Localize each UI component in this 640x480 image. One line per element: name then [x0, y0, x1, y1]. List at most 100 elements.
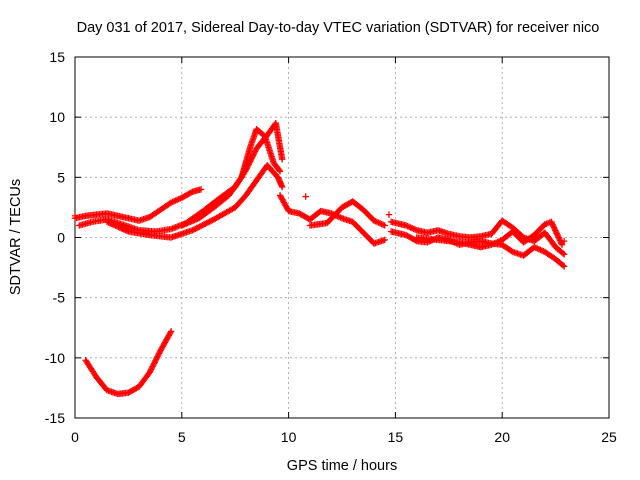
data-point: [250, 151, 257, 158]
data-point: [276, 168, 284, 175]
data-point: [559, 262, 567, 269]
series-track-4: [178, 126, 284, 229]
series-track-9: [413, 218, 566, 251]
data-point: [551, 225, 558, 233]
chart-title: Day 031 of 2017, Sidereal Day-to-day VTE…: [77, 20, 600, 36]
grid-lines: [75, 57, 609, 418]
y-tick-label: -10: [45, 350, 65, 366]
data-point: [167, 328, 175, 335]
data-point: [385, 211, 393, 218]
data-point: [558, 241, 566, 248]
data-point: [553, 230, 560, 237]
x-tick-label: 25: [601, 429, 617, 445]
data-point: [193, 224, 200, 232]
data-point: [153, 354, 161, 362]
data-point: [251, 148, 259, 155]
data-point: [381, 222, 388, 229]
y-tick-label: -15: [45, 410, 65, 426]
series-track-3: [103, 162, 286, 241]
data-point: [199, 222, 206, 229]
data-point: [555, 234, 562, 241]
data-point: [556, 235, 563, 243]
data-point: [552, 227, 559, 234]
data-point: [207, 217, 215, 225]
data-point: [206, 218, 213, 225]
y-axis-label: SDTVAR / TECUs: [8, 179, 24, 295]
y-tick-label: 5: [57, 169, 65, 185]
data-point: [381, 236, 388, 244]
data-point: [560, 251, 568, 258]
data-point: [560, 263, 568, 270]
data-point: [155, 350, 163, 357]
series-track-6: [306, 198, 388, 229]
series-track-1: [71, 186, 205, 224]
data-point: [189, 227, 196, 234]
data-point: [557, 238, 564, 246]
data-point: [550, 224, 558, 231]
data-point: [548, 218, 555, 226]
data-point: [278, 156, 286, 163]
data-point: [552, 228, 560, 236]
data-point: [202, 220, 209, 227]
data-point: [197, 186, 205, 193]
data-point: [556, 237, 564, 244]
x-tick-label: 20: [494, 429, 510, 445]
data-point: [147, 366, 155, 373]
data-point: [156, 348, 163, 356]
data-point: [200, 221, 208, 228]
data-point: [152, 356, 160, 363]
x-tick-label: 0: [71, 429, 79, 445]
series-outliers: [71, 193, 568, 245]
data-point: [550, 222, 557, 230]
data-point: [147, 367, 154, 375]
data-point: [549, 221, 556, 228]
x-tick-label: 10: [281, 429, 297, 445]
y-tick-label: 0: [57, 230, 65, 246]
data-point: [151, 358, 158, 366]
y-tick-label: 10: [49, 109, 65, 125]
x-axis-label: GPS time / hours: [287, 458, 397, 474]
series-track-10: [82, 328, 175, 398]
data-point: [155, 351, 162, 359]
data-point: [237, 175, 244, 182]
data-point: [302, 193, 309, 200]
data-point: [152, 357, 159, 364]
data-point: [247, 156, 255, 164]
data-point: [154, 353, 161, 360]
data-point: [248, 155, 255, 162]
data-point: [167, 329, 174, 336]
data-point: [148, 364, 156, 372]
data-point: [554, 231, 561, 238]
data-point: [508, 247, 515, 255]
y-tick-label: 15: [49, 49, 65, 65]
data-point: [275, 166, 283, 174]
data-point: [251, 149, 258, 156]
data-point: [559, 250, 567, 257]
data-point: [560, 237, 568, 245]
data-point: [554, 232, 562, 240]
data-point: [278, 183, 286, 191]
data-point: [190, 226, 198, 233]
x-tick-label: 15: [388, 429, 404, 445]
data-point: [150, 360, 158, 367]
data-point: [197, 222, 205, 230]
series-track-8: [387, 217, 568, 258]
data-point: [246, 158, 254, 165]
x-tick-label: 5: [178, 429, 186, 445]
data-point: [146, 369, 153, 376]
data-point: [204, 219, 212, 226]
data-point: [548, 220, 556, 227]
data-point: [203, 219, 210, 227]
data-point: [249, 152, 257, 159]
data-point: [196, 223, 203, 230]
axis-ticks: 0 5 10 15 20 25 -15 -10 -5 0 5 10 15: [45, 49, 617, 445]
data-point: [71, 212, 79, 220]
y-tick-label: -5: [53, 290, 66, 306]
data-points: [71, 119, 568, 398]
data-point: [150, 361, 157, 369]
data-point: [249, 153, 256, 161]
data-point: [192, 225, 199, 233]
data-point: [149, 363, 156, 370]
data-point: [194, 224, 202, 231]
